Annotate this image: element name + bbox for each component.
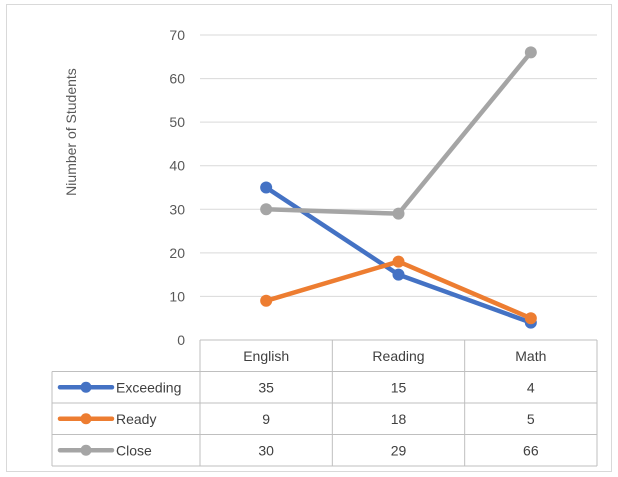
x-tick-label: English <box>243 348 289 364</box>
table-cell-value: 5 <box>527 411 535 427</box>
table-cell-value: 9 <box>262 411 270 427</box>
y-tick-label: 0 <box>177 332 185 348</box>
table-cell-value: 66 <box>523 442 539 458</box>
y-tick-label: 50 <box>169 114 185 130</box>
series-lines <box>260 46 537 329</box>
data-table: English Reading Math Exceeding 35 15 4 Ready 9 18… <box>51 339 598 467</box>
y-tick-label: 40 <box>169 158 185 174</box>
table-cell-value: 18 <box>391 411 407 427</box>
legend-label: Ready <box>116 411 156 427</box>
legend-key-marker <box>80 444 92 456</box>
legend-label: Close <box>116 442 152 458</box>
data-point <box>260 203 273 216</box>
y-tick-label: 60 <box>169 71 185 87</box>
legend-label: Exceeding <box>116 379 181 395</box>
table-cell-value: 15 <box>391 379 407 395</box>
data-point <box>524 312 537 325</box>
y-tick-label: 70 <box>169 27 185 43</box>
data-point <box>524 46 537 59</box>
chart-area <box>6 4 612 472</box>
series-line-close <box>263 50 534 216</box>
gridlines <box>200 34 597 341</box>
y-tick-label: 10 <box>169 288 185 304</box>
table-cell-value: 29 <box>391 442 407 458</box>
legend-key-marker <box>80 381 92 393</box>
data-point <box>260 294 273 307</box>
table-cell-value: 35 <box>258 379 274 395</box>
x-tick-label: Math <box>515 348 546 364</box>
data-point <box>392 255 405 268</box>
table-cell-value: 30 <box>258 442 274 458</box>
y-tick-label: 20 <box>169 245 185 261</box>
table-cell-value: 4 <box>527 379 535 395</box>
data-point <box>260 181 273 194</box>
legend-key-marker <box>80 413 92 425</box>
x-tick-label: Reading <box>372 348 424 364</box>
data-point <box>392 207 405 220</box>
y-tick-label: 30 <box>169 201 185 217</box>
y-axis-ticks: 0 10 20 30 40 50 60 70 <box>169 27 185 348</box>
y-axis-title: Niumber of Students <box>63 68 79 196</box>
data-point <box>392 268 405 281</box>
